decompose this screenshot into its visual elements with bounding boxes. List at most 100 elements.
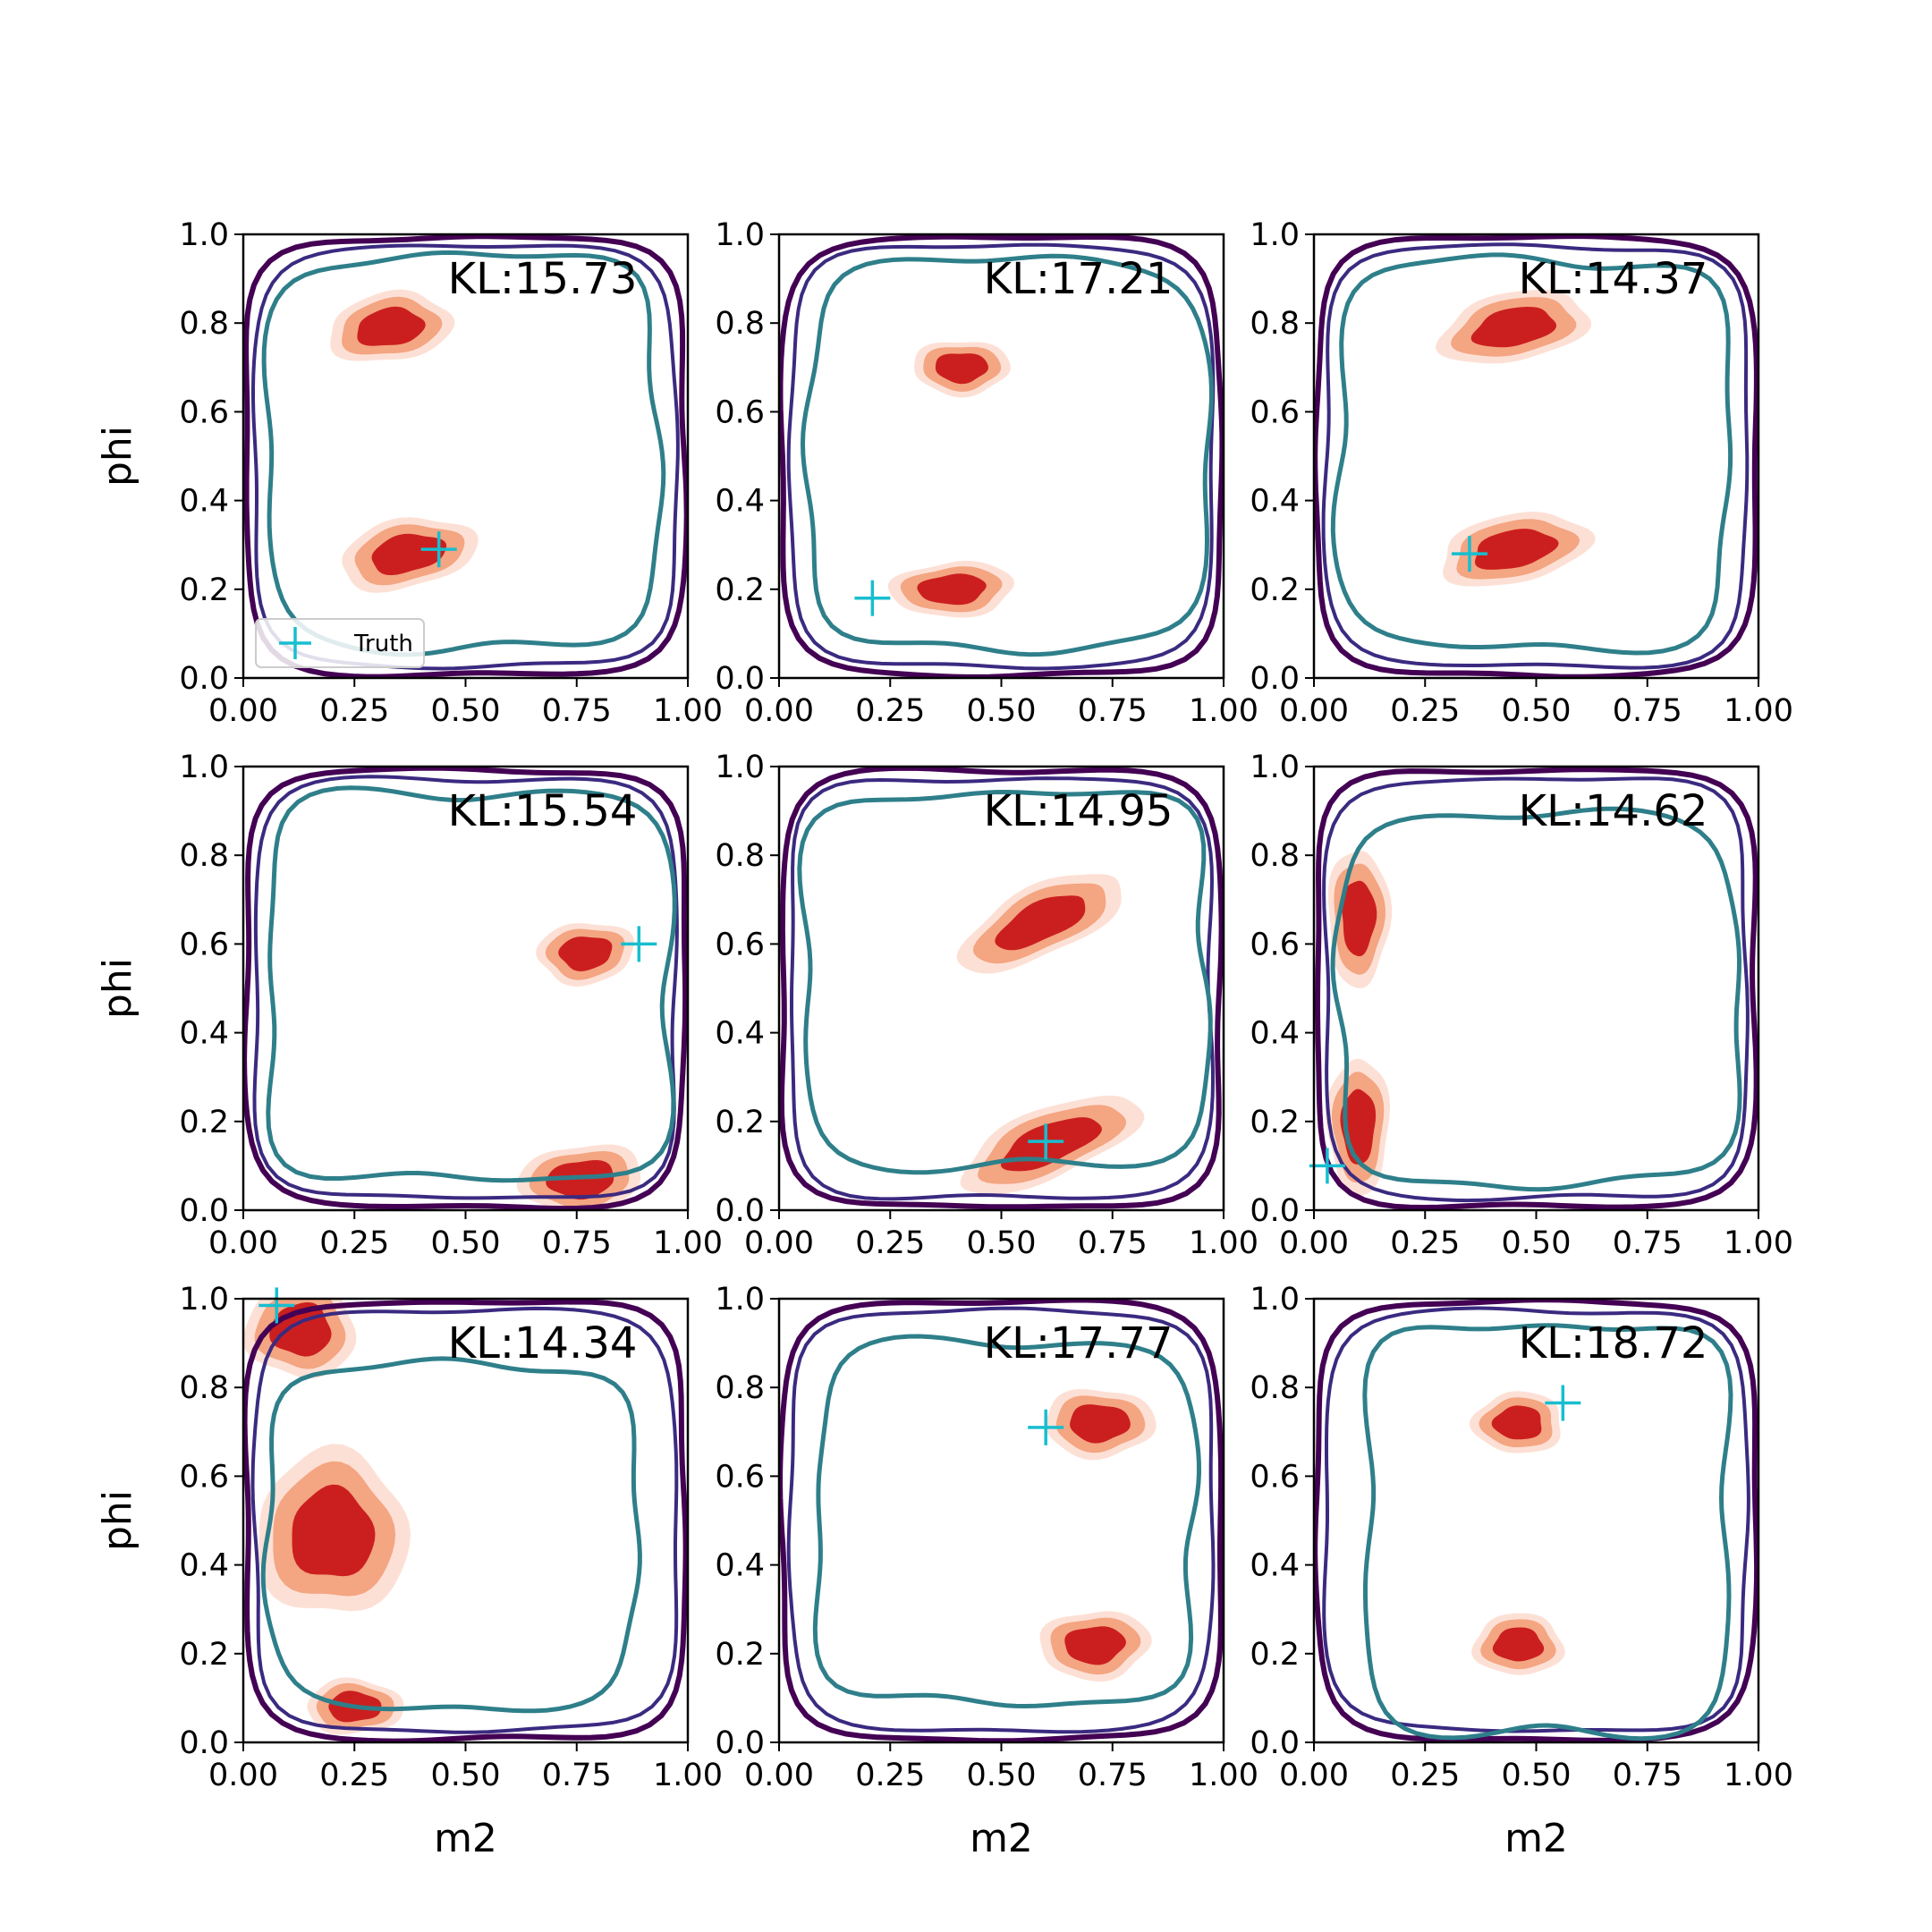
truth-marker: [258, 1287, 295, 1324]
y-tick-label: 0.8: [715, 838, 765, 874]
density-level-high: [371, 533, 447, 576]
y-tick-label: 1.0: [1250, 1282, 1300, 1318]
y-tick-label: 0.4: [715, 484, 765, 520]
x-tick-label: 1.00: [1724, 1758, 1793, 1793]
truth-marker: [1028, 1409, 1064, 1445]
y-tick-label: 1.0: [179, 217, 229, 253]
x-tick-label: 0.75: [542, 693, 612, 729]
y-tick-label: 0.4: [179, 1548, 229, 1584]
subplot-3: 0.00 0.25 0.50 0.75 1.00 0.0 0.2 0.4 0.6 0.8 1.0 KL…: [1250, 217, 1793, 729]
contour-outer: [779, 767, 1224, 1210]
x-tick-label: 0.00: [744, 1225, 814, 1261]
density-level-high: [558, 936, 613, 971]
plot-area: [243, 767, 688, 1210]
kl-annotation: KL:18.72: [1519, 1318, 1708, 1368]
y-tick-label: 1.0: [179, 1282, 229, 1318]
y-tick-label: 1.0: [1250, 750, 1300, 785]
y-tick-label: 1.0: [715, 217, 765, 253]
kl-annotation: KL:15.73: [448, 254, 638, 304]
x-tick-label: 0.00: [744, 693, 814, 729]
x-tick-label: 0.75: [1613, 693, 1682, 729]
density-level-high: [935, 353, 988, 385]
contour-inner: [797, 789, 1213, 1175]
contour-outer: [243, 1299, 688, 1742]
contour-inner: [260, 1356, 642, 1714]
density-level-high: [1470, 307, 1556, 348]
y-tick-label: 0.4: [715, 1016, 765, 1052]
x-tick-label: 1.00: [1724, 1225, 1793, 1261]
density-level-high: [1491, 1405, 1542, 1440]
x-tick-label: 0.25: [319, 1225, 389, 1261]
contour-outer: [1315, 767, 1758, 1210]
contour-middle: [1322, 776, 1750, 1203]
x-tick-label: 1.00: [1189, 1758, 1258, 1793]
subplot-2: 0.00 0.25 0.50 0.75 1.00 0.0 0.2 0.4 0.6 0.8 1.0 KL…: [715, 217, 1258, 729]
x-tick-label: 0.00: [208, 1225, 278, 1261]
x-tick-label: 0.75: [1078, 1225, 1148, 1261]
x-tick-label: 0.25: [319, 693, 389, 729]
x-tick-label: 0.00: [744, 1758, 814, 1793]
y-tick-label: 0.2: [715, 572, 765, 608]
x-tick-label: 0.00: [1279, 1225, 1349, 1261]
y-tick-label: 0.4: [1250, 1548, 1300, 1584]
kl-annotation: KL:14.34: [448, 1318, 638, 1368]
contour-inner: [1362, 1323, 1733, 1741]
y-tick-label: 0.6: [179, 927, 229, 962]
contour-inner: [1330, 806, 1742, 1192]
y-axis-label: phi: [95, 958, 140, 1019]
kl-annotation: KL:15.54: [448, 786, 638, 836]
y-tick-label: 0.2: [1250, 1105, 1300, 1140]
density-level-high: [292, 1484, 376, 1577]
density-level-high: [1070, 1404, 1131, 1444]
y-tick-label: 0.8: [715, 306, 765, 342]
plot-area: [1314, 1299, 1758, 1742]
contour-outer: [779, 1299, 1224, 1742]
x-tick-label: 0.00: [208, 693, 278, 729]
y-tick-label: 0.2: [179, 572, 229, 608]
y-tick-label: 0.0: [1250, 1725, 1300, 1761]
x-tick-label: 0.50: [1502, 1225, 1572, 1261]
density-level-high: [917, 573, 987, 606]
subplot-9: 0.00 0.25 0.50 0.75 1.00 0.0 0.2 0.4 0.6 0.8 1.0 KL…: [1250, 1282, 1793, 1861]
contour-middle: [786, 1306, 1216, 1734]
plot-area: [779, 1299, 1224, 1742]
y-axis-label: phi: [95, 426, 140, 487]
x-tick-label: 0.75: [1613, 1225, 1682, 1261]
density-level-high: [1064, 1626, 1126, 1665]
contour-inner: [812, 1334, 1202, 1709]
contour-middle: [250, 1306, 679, 1734]
y-tick-label: 0.4: [715, 1548, 765, 1584]
y-tick-label: 0.2: [1250, 572, 1300, 608]
x-tick-label: 0.50: [1502, 693, 1572, 729]
x-tick-label: 0.25: [855, 1758, 925, 1793]
x-axis-label: m2: [434, 1816, 497, 1861]
plot-area: [779, 767, 1224, 1210]
density-level-high: [546, 1160, 614, 1200]
x-tick-label: 0.50: [967, 1758, 1037, 1793]
x-tick-label: 0.75: [542, 1225, 612, 1261]
density-level-high: [1474, 529, 1559, 570]
legend: Truth: [255, 618, 425, 668]
x-tick-label: 0.50: [967, 693, 1037, 729]
subplot-8: 0.00 0.25 0.50 0.75 1.00 0.0 0.2 0.4 0.6 0.8 1.0 KL…: [715, 1282, 1258, 1861]
x-tick-label: 0.00: [208, 1758, 278, 1793]
y-tick-label: 0.8: [1250, 838, 1300, 874]
density-level-high: [995, 895, 1086, 951]
y-tick-label: 0.0: [1250, 1193, 1300, 1229]
y-tick-label: 0.2: [179, 1105, 229, 1140]
y-tick-label: 0.8: [179, 1370, 229, 1406]
x-tick-label: 1.00: [653, 1758, 723, 1793]
x-tick-label: 1.00: [653, 693, 723, 729]
y-tick-label: 0.6: [1250, 927, 1300, 962]
x-tick-label: 0.75: [542, 1758, 612, 1793]
y-tick-label: 0.4: [179, 484, 229, 520]
y-tick-label: 0.2: [1250, 1637, 1300, 1673]
x-tick-label: 0.75: [1078, 1758, 1148, 1793]
kl-annotation: KL:14.62: [1519, 786, 1708, 836]
y-tick-label: 0.6: [715, 1459, 765, 1495]
plot-area: [1315, 767, 1758, 1210]
subplot-4: 0.00 0.25 0.50 0.75 1.00 0.0 0.2 0.4 0.6 0.8 1.0 KL…: [95, 750, 723, 1261]
plot-area: [779, 234, 1224, 678]
y-tick-label: 1.0: [1250, 217, 1300, 253]
